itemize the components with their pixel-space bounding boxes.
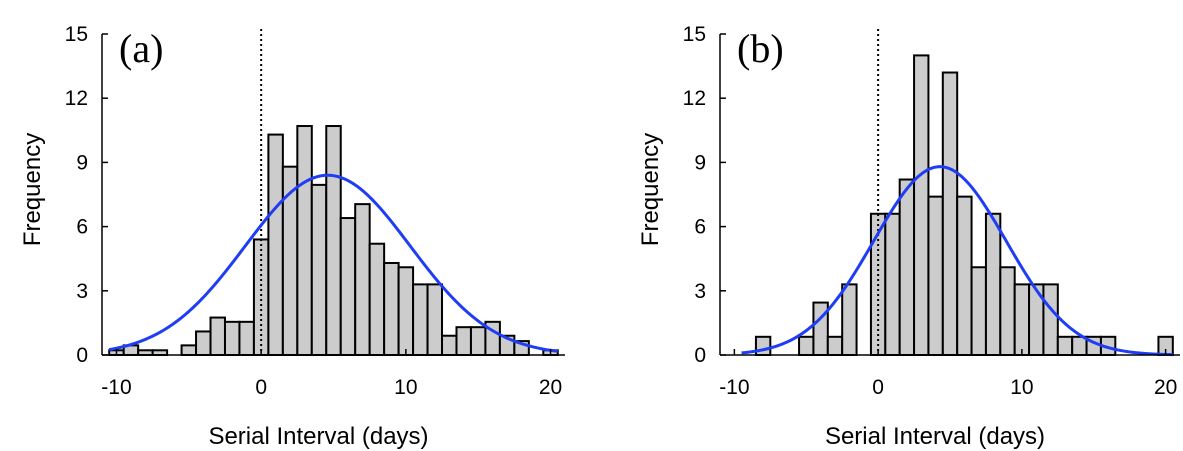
panel-label: (b) <box>737 26 784 71</box>
histogram-bar <box>267 133 284 356</box>
histogram-bar <box>1013 283 1031 357</box>
histogram-bar <box>913 54 930 357</box>
histogram-bar <box>841 283 858 357</box>
y-tick-label: 6 <box>76 216 88 239</box>
x-tick-label: 20 <box>539 376 562 399</box>
panel-label: (a) <box>119 26 163 71</box>
histogram-bar <box>812 301 829 357</box>
y-tick-label: 3 <box>76 280 88 303</box>
y-tick-label: 0 <box>76 344 88 367</box>
chart-panel-a: 0 3 6 9 12 15 -10 0 10 20 Serial Interval (days) Fr… <box>19 23 565 450</box>
histogram-bar <box>354 203 371 356</box>
y-tick-label: 0 <box>694 344 706 367</box>
histogram-bar <box>1042 283 1059 357</box>
histogram-bar <box>941 71 959 357</box>
histogram-bar <box>325 125 342 356</box>
x-tick-label: 0 <box>255 376 267 399</box>
histogram-bar <box>1071 335 1088 356</box>
histogram-bar <box>412 283 429 357</box>
histogram-bar <box>296 125 313 356</box>
y-tick-label: 12 <box>683 87 706 110</box>
histogram-bar <box>426 283 444 357</box>
histogram-bar <box>310 183 328 356</box>
y-axis-label: Frequency <box>637 133 664 246</box>
x-tick-label: 0 <box>872 376 884 399</box>
histogram-bar <box>455 326 472 356</box>
histogram-bar <box>180 344 198 356</box>
histogram-bar <box>984 212 1002 356</box>
histogram-bar <box>956 195 973 356</box>
x-axis-label: Serial Interval (days) <box>208 423 428 450</box>
y-tick-label: 9 <box>694 151 706 174</box>
histogram-bar <box>927 195 944 356</box>
histogram-bar <box>999 266 1016 357</box>
normal-fit-curve <box>741 165 1173 357</box>
histogram-bar <box>238 320 255 356</box>
histogram-bar <box>798 335 815 356</box>
histogram-bar <box>339 217 357 356</box>
x-axis-label: Serial Interval (days) <box>825 423 1045 450</box>
histogram-bar <box>195 330 212 356</box>
histogram-bar <box>469 326 487 356</box>
x-tick-label: -10 <box>719 376 749 399</box>
y-tick-label: 9 <box>76 151 88 174</box>
histogram-bar <box>884 212 901 356</box>
chart-panel-b: 0 3 6 9 12 15 -10 0 10 20 Serial Interval (days) Fr… <box>637 23 1180 450</box>
histogram-bar <box>209 316 226 356</box>
histogram-bar <box>441 334 458 356</box>
histogram-bar <box>970 266 987 357</box>
y-axis-label: Frequency <box>19 133 46 246</box>
normal-fit-curve <box>108 173 558 353</box>
histogram-bar <box>826 335 844 356</box>
x-tick-label: 10 <box>394 376 417 399</box>
histogram-bar <box>252 238 270 356</box>
y-tick-label: 3 <box>694 280 706 303</box>
x-tick-label: -10 <box>101 376 131 399</box>
histogram-bar <box>397 266 415 357</box>
histogram-bar <box>383 261 400 357</box>
histogram-bar <box>1056 335 1074 356</box>
histogram-bar <box>368 242 386 356</box>
y-tick-label: 15 <box>65 23 88 46</box>
y-tick-label: 6 <box>694 216 706 239</box>
y-tick-label: 15 <box>683 23 706 46</box>
histogram-bar <box>223 320 241 356</box>
y-tick-label: 12 <box>65 87 88 110</box>
x-tick-label: 10 <box>1010 376 1033 399</box>
histogram-bar <box>754 335 772 356</box>
x-tick-label: 20 <box>1154 376 1177 399</box>
histogram-bar <box>898 178 916 356</box>
